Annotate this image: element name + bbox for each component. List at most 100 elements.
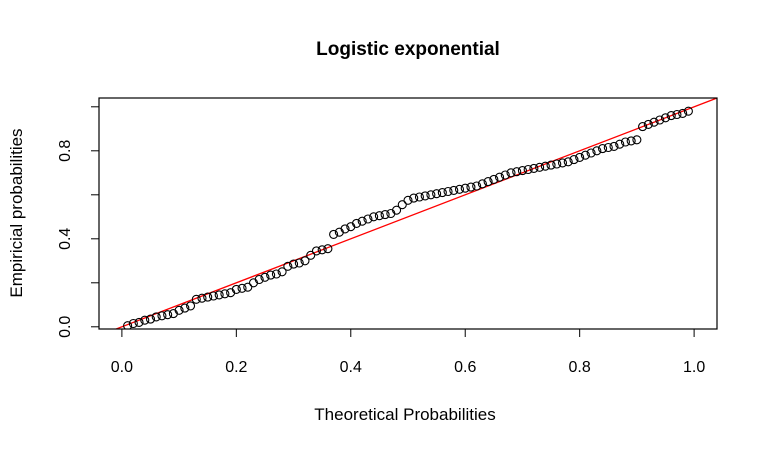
chart-title: Logistic exponential [316, 39, 500, 60]
data-point [506, 168, 516, 178]
y-tick-label: 0.4 [57, 228, 74, 250]
data-point [540, 161, 550, 171]
data-point [220, 289, 230, 299]
data-point [655, 115, 665, 125]
data-point [208, 291, 218, 301]
data-point [403, 195, 413, 205]
data-point [374, 211, 384, 221]
data-point [289, 259, 299, 269]
data-point [123, 321, 133, 329]
data-point [186, 301, 196, 311]
data-point [592, 146, 602, 156]
data-point [134, 317, 144, 327]
data-point [454, 184, 465, 194]
data-point [277, 267, 287, 277]
data-point [472, 181, 482, 191]
data-point [495, 172, 505, 182]
data-point [128, 318, 138, 329]
data-point [426, 190, 436, 200]
x-tick-label: 0.2 [225, 359, 247, 376]
data-point [489, 174, 499, 184]
data-point [580, 150, 590, 160]
data-point [678, 108, 688, 118]
data-point [609, 141, 619, 151]
data-point [174, 305, 184, 315]
x-tick-label: 0.6 [454, 359, 476, 376]
data-point [569, 155, 579, 165]
data-point [535, 162, 545, 172]
data-point [392, 205, 402, 215]
data-point [214, 290, 224, 300]
data-point [294, 258, 304, 268]
data-point [306, 250, 316, 260]
data-point [620, 137, 630, 147]
data-point [643, 119, 653, 129]
data-point [443, 186, 453, 197]
y-tick-label: 0.0 [57, 316, 74, 338]
data-point [660, 113, 671, 123]
x-axis: 0.0 0.2 0.4 0.6 0.8 1.0 [111, 329, 705, 376]
data-point [197, 293, 207, 303]
data-point [260, 272, 270, 282]
data-point [340, 224, 350, 234]
data-point [529, 163, 539, 173]
data-point [517, 166, 527, 176]
data-point [460, 183, 470, 193]
data-point [683, 106, 693, 116]
data-point [546, 160, 556, 170]
data-point [300, 256, 310, 266]
data-point [243, 282, 253, 292]
data-point [563, 157, 573, 167]
data-point [311, 246, 321, 256]
data-point [449, 185, 459, 195]
data-point [552, 159, 562, 169]
data-point [414, 192, 424, 202]
data-point [231, 284, 241, 294]
x-tick-label: 0.8 [569, 359, 591, 376]
data-point [203, 292, 213, 302]
data-point [575, 152, 585, 162]
y-axis-label: Empiricial probabilities [7, 128, 26, 297]
data-point [632, 135, 642, 145]
data-point [363, 214, 373, 224]
x-axis-label: Theoretical Probabilities [314, 405, 495, 424]
data-point [557, 158, 568, 168]
data-point [638, 122, 648, 132]
data-point [271, 269, 281, 279]
data-point [603, 142, 613, 153]
data-point [626, 136, 636, 146]
plot-frame [98, 97, 718, 330]
data-point [409, 193, 419, 203]
data-point [145, 314, 156, 324]
data-point [483, 177, 493, 187]
data-point [283, 261, 293, 271]
data-point [512, 167, 522, 177]
data-point [420, 191, 430, 201]
data-point [586, 148, 596, 158]
data-point [380, 210, 390, 220]
data-point [477, 179, 487, 189]
data-point [191, 294, 201, 304]
data-point [254, 274, 264, 285]
data-point [163, 310, 173, 320]
data-point [523, 164, 533, 175]
y-tick-label: 0.8 [57, 140, 74, 162]
y-axis: 0.0 0.4 0.8 [57, 106, 99, 338]
data-point [437, 188, 447, 198]
data-point [397, 200, 407, 210]
data-point [672, 109, 682, 120]
data-point [466, 182, 476, 192]
plot-area [114, 98, 717, 329]
data-point [500, 170, 510, 180]
reference-line [114, 98, 717, 329]
data-point [151, 312, 161, 322]
data-point [369, 212, 379, 222]
data-point [666, 111, 676, 121]
data-point [598, 144, 608, 154]
data-point [180, 303, 190, 313]
data-point [432, 189, 442, 199]
data-point [323, 244, 333, 254]
data-point [351, 218, 362, 228]
x-tick-label: 0.4 [340, 359, 362, 376]
